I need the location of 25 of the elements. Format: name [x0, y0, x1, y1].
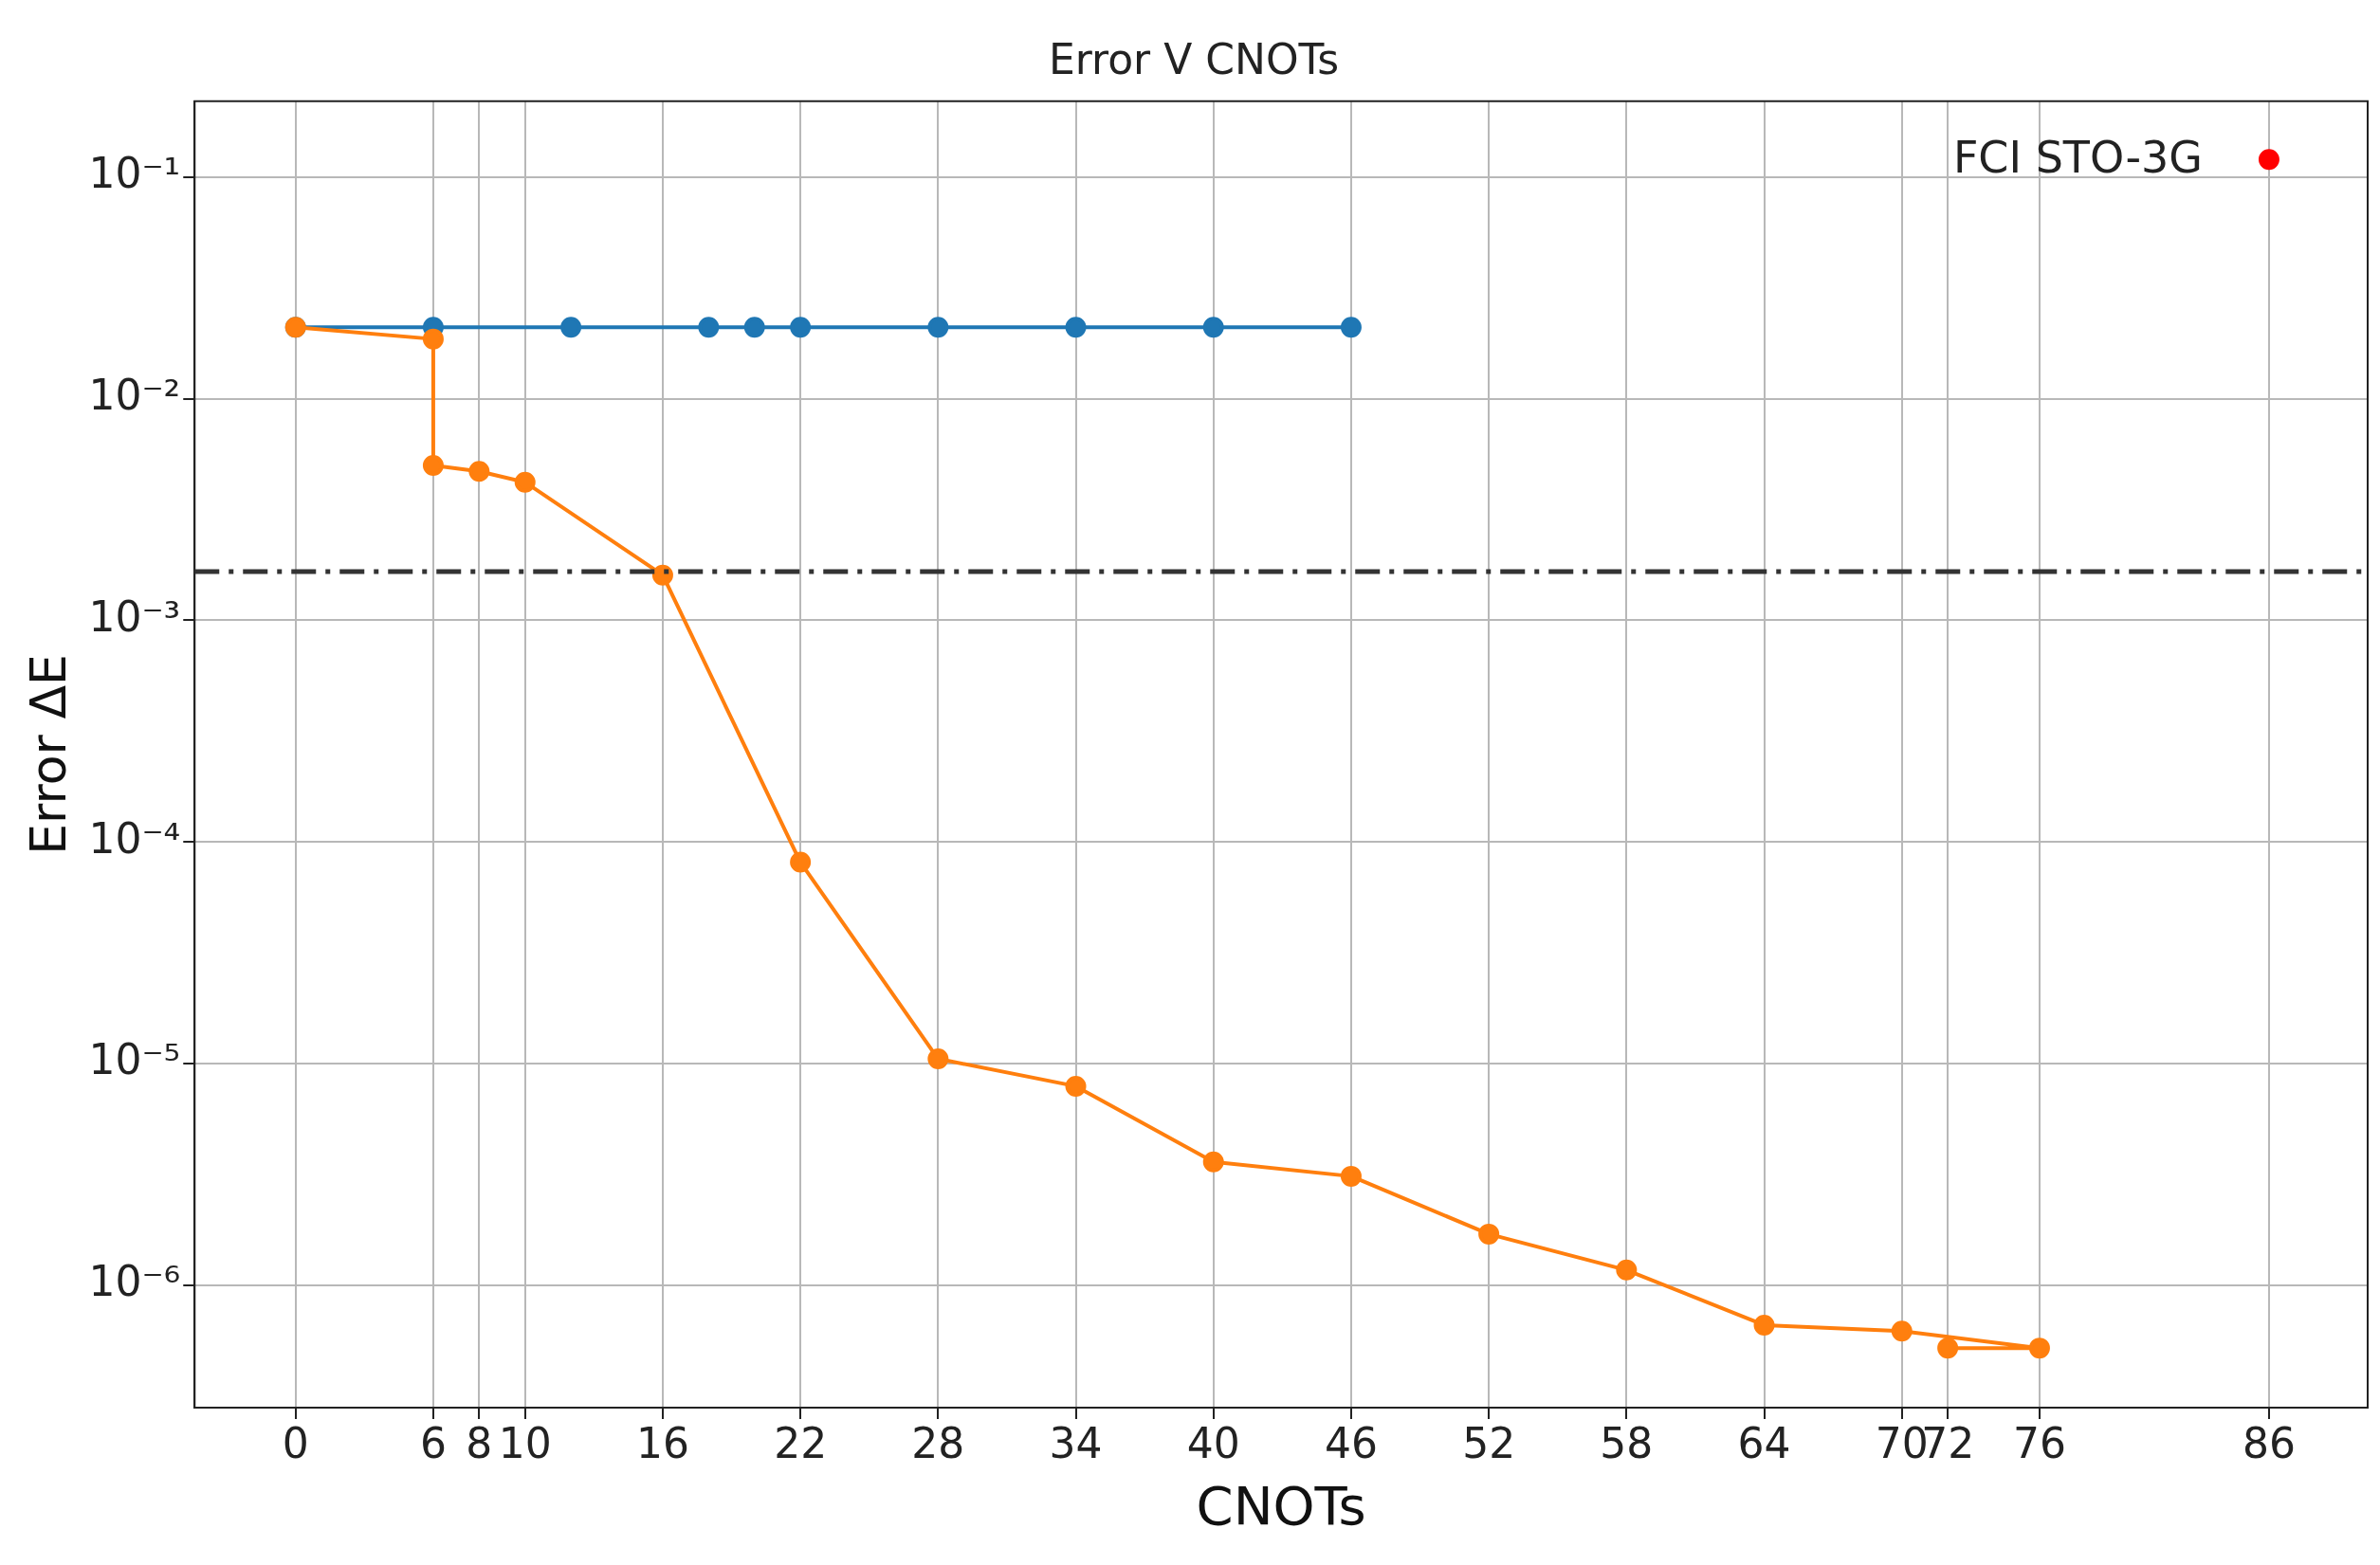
y-tick-label: 10⁻⁴ — [88, 813, 181, 863]
x-axis-title: CNOTs — [1196, 1474, 1366, 1537]
x-tick-label: 52 — [1462, 1418, 1516, 1467]
x-tick-label: 22 — [774, 1418, 828, 1467]
x-tick-label: 16 — [635, 1418, 689, 1467]
y-axis-title: Error ΔE — [19, 654, 77, 855]
y-tick-label: 10⁻¹ — [88, 149, 181, 198]
x-tick-label: 10 — [498, 1418, 552, 1467]
y-tick-label: 10⁻³ — [88, 591, 181, 641]
x-tick-label: 6 — [419, 1418, 447, 1467]
chart-title: Error V CNOTs — [1048, 34, 1340, 83]
x-tick-label: 34 — [1049, 1418, 1103, 1467]
x-tick-label: 86 — [2242, 1418, 2296, 1467]
x-tick-label: 40 — [1186, 1418, 1240, 1467]
y-tick-label: 10⁻⁶ — [88, 1257, 181, 1306]
y-tick-label: 10⁻⁵ — [88, 1035, 181, 1084]
x-tick-label: 0 — [282, 1418, 309, 1467]
x-tick-label: 58 — [1600, 1418, 1654, 1467]
series-label: FCI STO-3G — [1952, 132, 2203, 184]
x-tick-label: 64 — [1737, 1418, 1791, 1467]
x-tick-label: 8 — [466, 1418, 493, 1467]
y-tick-label: 10⁻² — [88, 371, 181, 420]
x-tick-label: 28 — [911, 1418, 965, 1467]
x-tick-label: 46 — [1324, 1418, 1378, 1467]
x-tick-label: 76 — [2012, 1418, 2066, 1467]
